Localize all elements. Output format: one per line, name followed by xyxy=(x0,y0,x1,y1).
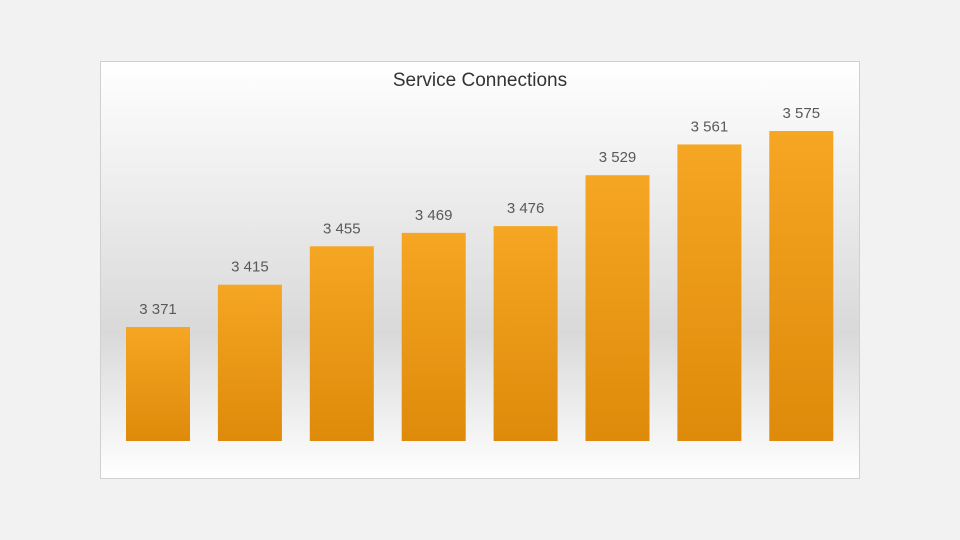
data-label: 3 561 xyxy=(691,118,729,135)
bar xyxy=(585,175,650,441)
data-label: 3 469 xyxy=(415,207,453,224)
bar xyxy=(309,246,374,441)
chart-panel xyxy=(100,61,860,479)
data-label: 3 575 xyxy=(783,105,821,122)
bar xyxy=(126,327,190,441)
data-label: 3 529 xyxy=(599,149,637,166)
chart-title: Service Connections xyxy=(393,70,567,91)
bar xyxy=(493,226,558,441)
bar xyxy=(769,131,834,441)
data-label: 3 455 xyxy=(323,220,361,237)
data-label: 3 476 xyxy=(507,200,545,217)
bar xyxy=(401,232,466,441)
bar xyxy=(217,284,282,441)
data-label: 3 371 xyxy=(139,301,177,318)
data-label: 3 415 xyxy=(231,259,269,276)
bar xyxy=(677,144,742,441)
